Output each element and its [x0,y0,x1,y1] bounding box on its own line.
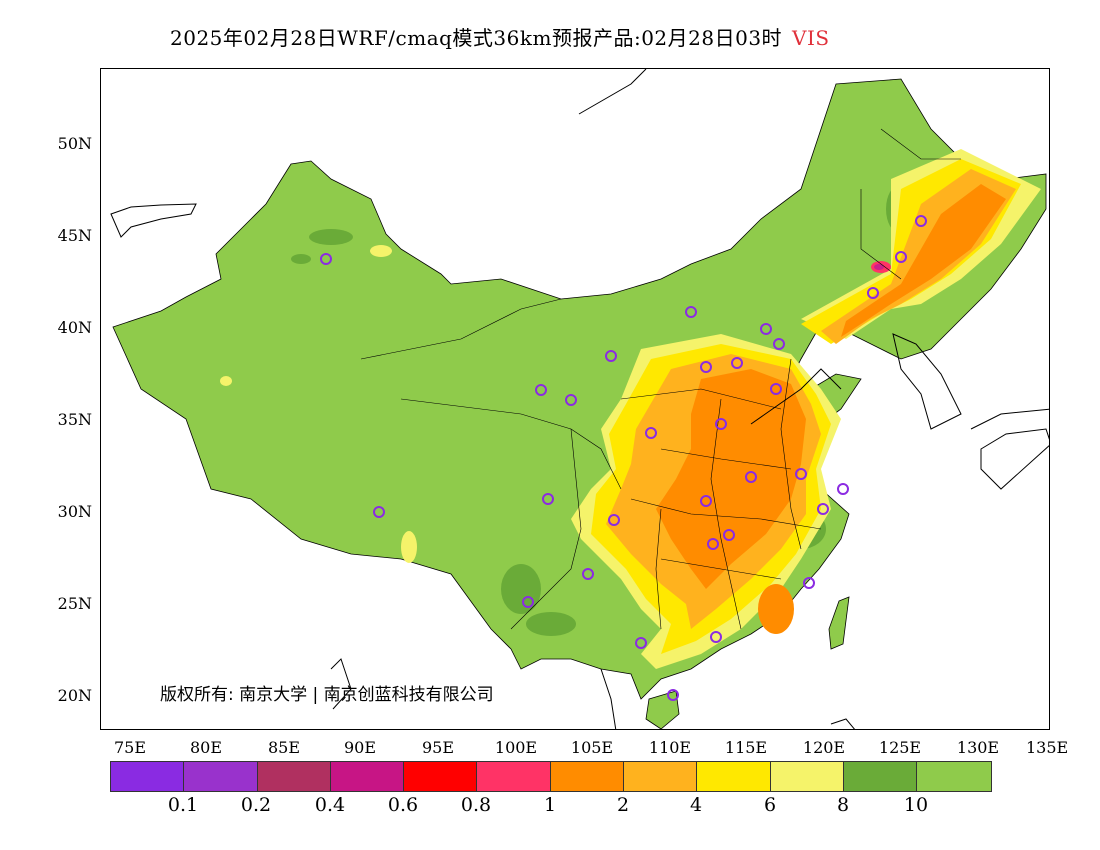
lon-label: 75E [113,738,147,757]
map-title: 2025年02月28日WRF/cmaq模式36km预报产品:02月28日03时 V… [170,22,830,51]
orange-zones [656,184,1006,634]
colorbar-cell [184,762,258,791]
colorbar-cell [843,762,918,791]
lat-label: 50N [57,134,92,153]
title-variable: VIS [792,26,830,50]
colorbar-label: 0.4 [314,794,346,816]
title-main: 2025年02月28日WRF/cmaq模式36km预报产品:02月28日03时 [170,26,783,50]
colorbar-label: 0.6 [387,794,419,816]
lat-label: 20N [57,686,92,705]
colorbar-cell [404,762,478,791]
colorbar-cell [257,762,331,791]
lon-label: 110E [648,738,692,757]
lowest-vis-core [874,264,884,270]
lat-label: 30N [57,502,92,521]
lon-label: 105E [570,738,614,757]
colorbar-label: 6 [763,794,777,816]
colorbar-cell [697,762,771,791]
colorbar-label: 0.1 [167,794,199,816]
china-landmass [112,78,1047,700]
colorbar-label: 4 [689,794,703,816]
lon-label: 85E [267,738,301,757]
foreign-coastlines [110,69,1049,729]
map-frame [100,68,1050,730]
colorbar [110,761,992,792]
colorbar-cell [770,762,844,791]
colorbar-label: 2 [616,794,630,816]
lon-label: 125E [878,738,922,757]
lat-label: 40N [57,318,92,337]
colorbar-label: 10 [903,794,929,816]
colorbar-label: 1 [543,794,557,816]
lat-label: 35N [57,410,92,429]
lon-label: 90E [343,738,377,757]
lon-label: 130E [956,738,1000,757]
colorbar-cell [917,762,991,791]
lon-label: 135E [1026,738,1069,757]
colorbar-label: 8 [836,794,850,816]
colorbar-cell [477,762,551,791]
colorbar-cell [550,762,625,791]
lon-label: 115E [724,738,768,757]
lon-label: 100E [494,738,538,757]
colorbar-label: 0.2 [240,794,272,816]
colorbar-cell [111,762,185,791]
province-boundaries [360,128,961,630]
colorbar-cell [624,762,698,791]
copyright-text: 版权所有: 南京大学 | 南京创蓝科技有限公司 [160,685,494,705]
lon-label: 95E [421,738,455,757]
taiwan [828,596,850,650]
colorbar-cell [330,762,405,791]
map-canvas [110,69,1049,729]
lat-label: 45N [57,226,92,245]
hainan [645,690,680,729]
station-markers [320,215,927,701]
colorbar-label: 0.8 [460,794,492,816]
lon-label: 80E [189,738,223,757]
lat-label: 25N [57,594,92,613]
lon-label: 120E [802,738,846,757]
